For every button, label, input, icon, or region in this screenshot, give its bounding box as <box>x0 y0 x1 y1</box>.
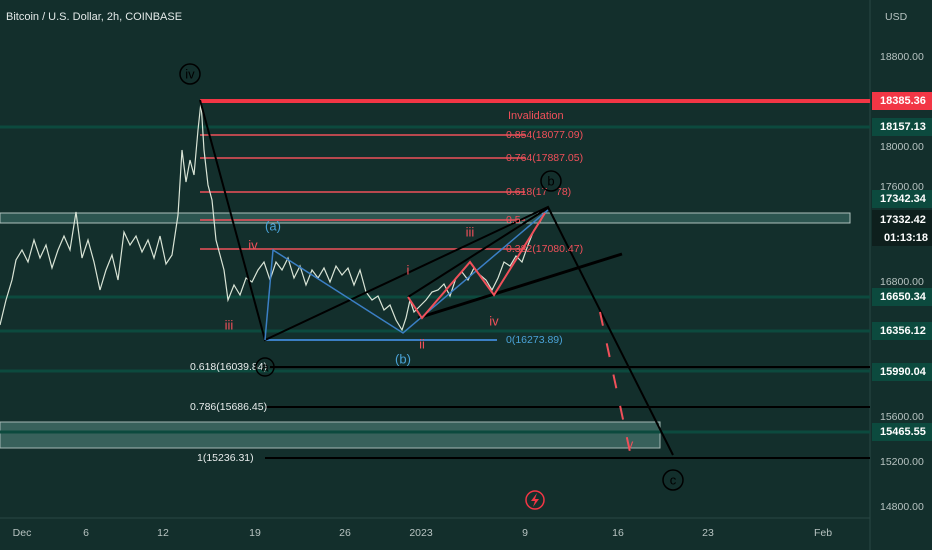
price-tick: 15600.00 <box>880 411 924 423</box>
annotation: Invalidation <box>508 110 564 122</box>
wave-lines <box>199 99 674 456</box>
date-tick: 12 <box>157 527 169 539</box>
price-tick: 16800.00 <box>880 276 924 288</box>
wave-label: ii <box>419 336 425 351</box>
wave-label: (b) <box>395 351 411 366</box>
fib-label: 1(15236.31) <box>197 452 254 464</box>
price-badge: 16356.12 <box>880 325 926 337</box>
wave-label: iv <box>185 66 195 81</box>
date-tick: 6 <box>83 527 89 539</box>
price-tick: 14800.00 <box>880 501 924 513</box>
price-badge: 15465.55 <box>880 426 926 438</box>
price-badge: 15990.04 <box>880 366 927 378</box>
currency: USD <box>885 11 908 23</box>
symbol-title: Bitcoin / U.S. Dollar, 2h, COINBASE <box>6 11 182 23</box>
wave-label: iv <box>248 237 258 252</box>
fib-label: 0.5 <box>506 214 521 226</box>
zone <box>0 421 661 449</box>
date-tick: 9 <box>522 527 528 539</box>
channel-line <box>407 207 549 298</box>
wave-circle <box>540 170 562 192</box>
wave-path <box>199 99 674 456</box>
fib-label: 0.382(17080.47) <box>506 243 583 255</box>
badge-bg <box>872 288 932 306</box>
fib-label: 0.764(17887.05) <box>506 152 583 164</box>
wave-label: iii <box>466 224 475 239</box>
price-badge: 16650.34 <box>880 291 927 303</box>
wave-label: i <box>407 262 410 277</box>
badge-bg <box>872 118 932 136</box>
fib-label: 0.786(15686.45) <box>190 401 267 413</box>
wave-circle <box>662 469 684 491</box>
zone <box>0 212 851 224</box>
price-badge: 18157.13 <box>880 121 926 133</box>
fib-label: 0(16273.89) <box>506 334 563 346</box>
price-tick: 18000.00 <box>880 141 924 153</box>
event-bolt <box>531 493 539 507</box>
badge-bg <box>872 322 932 340</box>
badge-bg <box>872 92 932 110</box>
levels <box>0 125 870 434</box>
badge-bg <box>872 190 932 208</box>
date-tick: 16 <box>612 527 624 539</box>
wave-label: v <box>627 436 634 451</box>
price-tick: 17600.00 <box>880 181 924 193</box>
wave-label: iii <box>225 317 234 332</box>
date-tick: 23 <box>702 527 714 539</box>
date-tick: 2023 <box>409 527 433 539</box>
price-tick: 18800.00 <box>880 51 924 63</box>
badge-bg <box>872 423 932 441</box>
wave-label: b <box>547 173 554 188</box>
wave-circle <box>179 63 201 85</box>
price-badge: 18385.36 <box>880 95 926 107</box>
badge-bg <box>872 363 932 381</box>
wave-path-blue <box>264 209 549 341</box>
date-tick: 19 <box>249 527 261 539</box>
date-tick: Feb <box>814 527 832 539</box>
fib-black <box>265 366 870 459</box>
countdown: 01:13:18 <box>884 232 928 244</box>
wave-circle <box>255 357 275 377</box>
wave-label: (a) <box>265 218 281 233</box>
badge-bg <box>872 210 932 246</box>
wave-label: c <box>670 472 677 487</box>
fib-label: 0.618(16039.84) <box>190 361 267 373</box>
fib-label: 78) <box>556 186 571 198</box>
wave-label: iv <box>489 313 499 328</box>
fib-label: 0.854(18077.09) <box>506 129 583 141</box>
fib-label: 0.618(17 <box>506 186 548 198</box>
projection-dashed <box>599 311 631 453</box>
price-tick: 15200.00 <box>880 456 924 468</box>
channel-line <box>417 252 623 320</box>
fib-red <box>200 134 525 250</box>
date-tick: Dec <box>13 527 32 539</box>
wave-path-red <box>407 212 546 320</box>
price-badge: 17332.42 <box>880 214 926 226</box>
wave-label: a <box>261 359 269 374</box>
price-badge: 17342.34 <box>880 193 927 205</box>
date-tick: 26 <box>339 527 351 539</box>
event-icon[interactable] <box>525 490 545 510</box>
